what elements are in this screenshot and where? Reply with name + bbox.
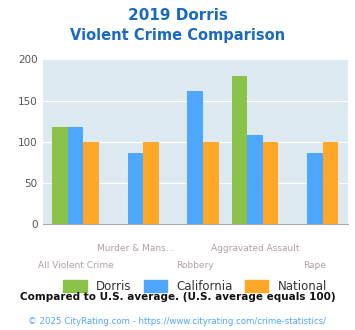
Text: 2019 Dorris: 2019 Dorris [127,8,228,23]
Bar [232,76,247,224]
Legend: Dorris, California, National: Dorris, California, National [63,280,327,293]
Bar [127,153,143,224]
Text: © 2025 CityRating.com - https://www.cityrating.com/crime-statistics/: © 2025 CityRating.com - https://www.city… [28,317,327,326]
Text: All Violent Crime: All Violent Crime [38,260,113,270]
Bar [52,127,68,224]
Bar [307,153,323,224]
Text: Aggravated Assault: Aggravated Assault [211,244,299,253]
Bar [203,142,219,224]
Text: Robbery: Robbery [176,260,214,270]
Text: Compared to U.S. average. (U.S. average equals 100): Compared to U.S. average. (U.S. average … [20,292,335,302]
Bar [143,142,159,224]
Text: Rape: Rape [304,260,326,270]
Bar [83,142,99,224]
Bar [263,142,278,224]
Bar [247,135,263,224]
Text: Murder & Mans...: Murder & Mans... [97,244,174,253]
Bar [187,91,203,224]
Bar [323,142,338,224]
Text: Violent Crime Comparison: Violent Crime Comparison [70,28,285,43]
Bar [68,127,83,224]
